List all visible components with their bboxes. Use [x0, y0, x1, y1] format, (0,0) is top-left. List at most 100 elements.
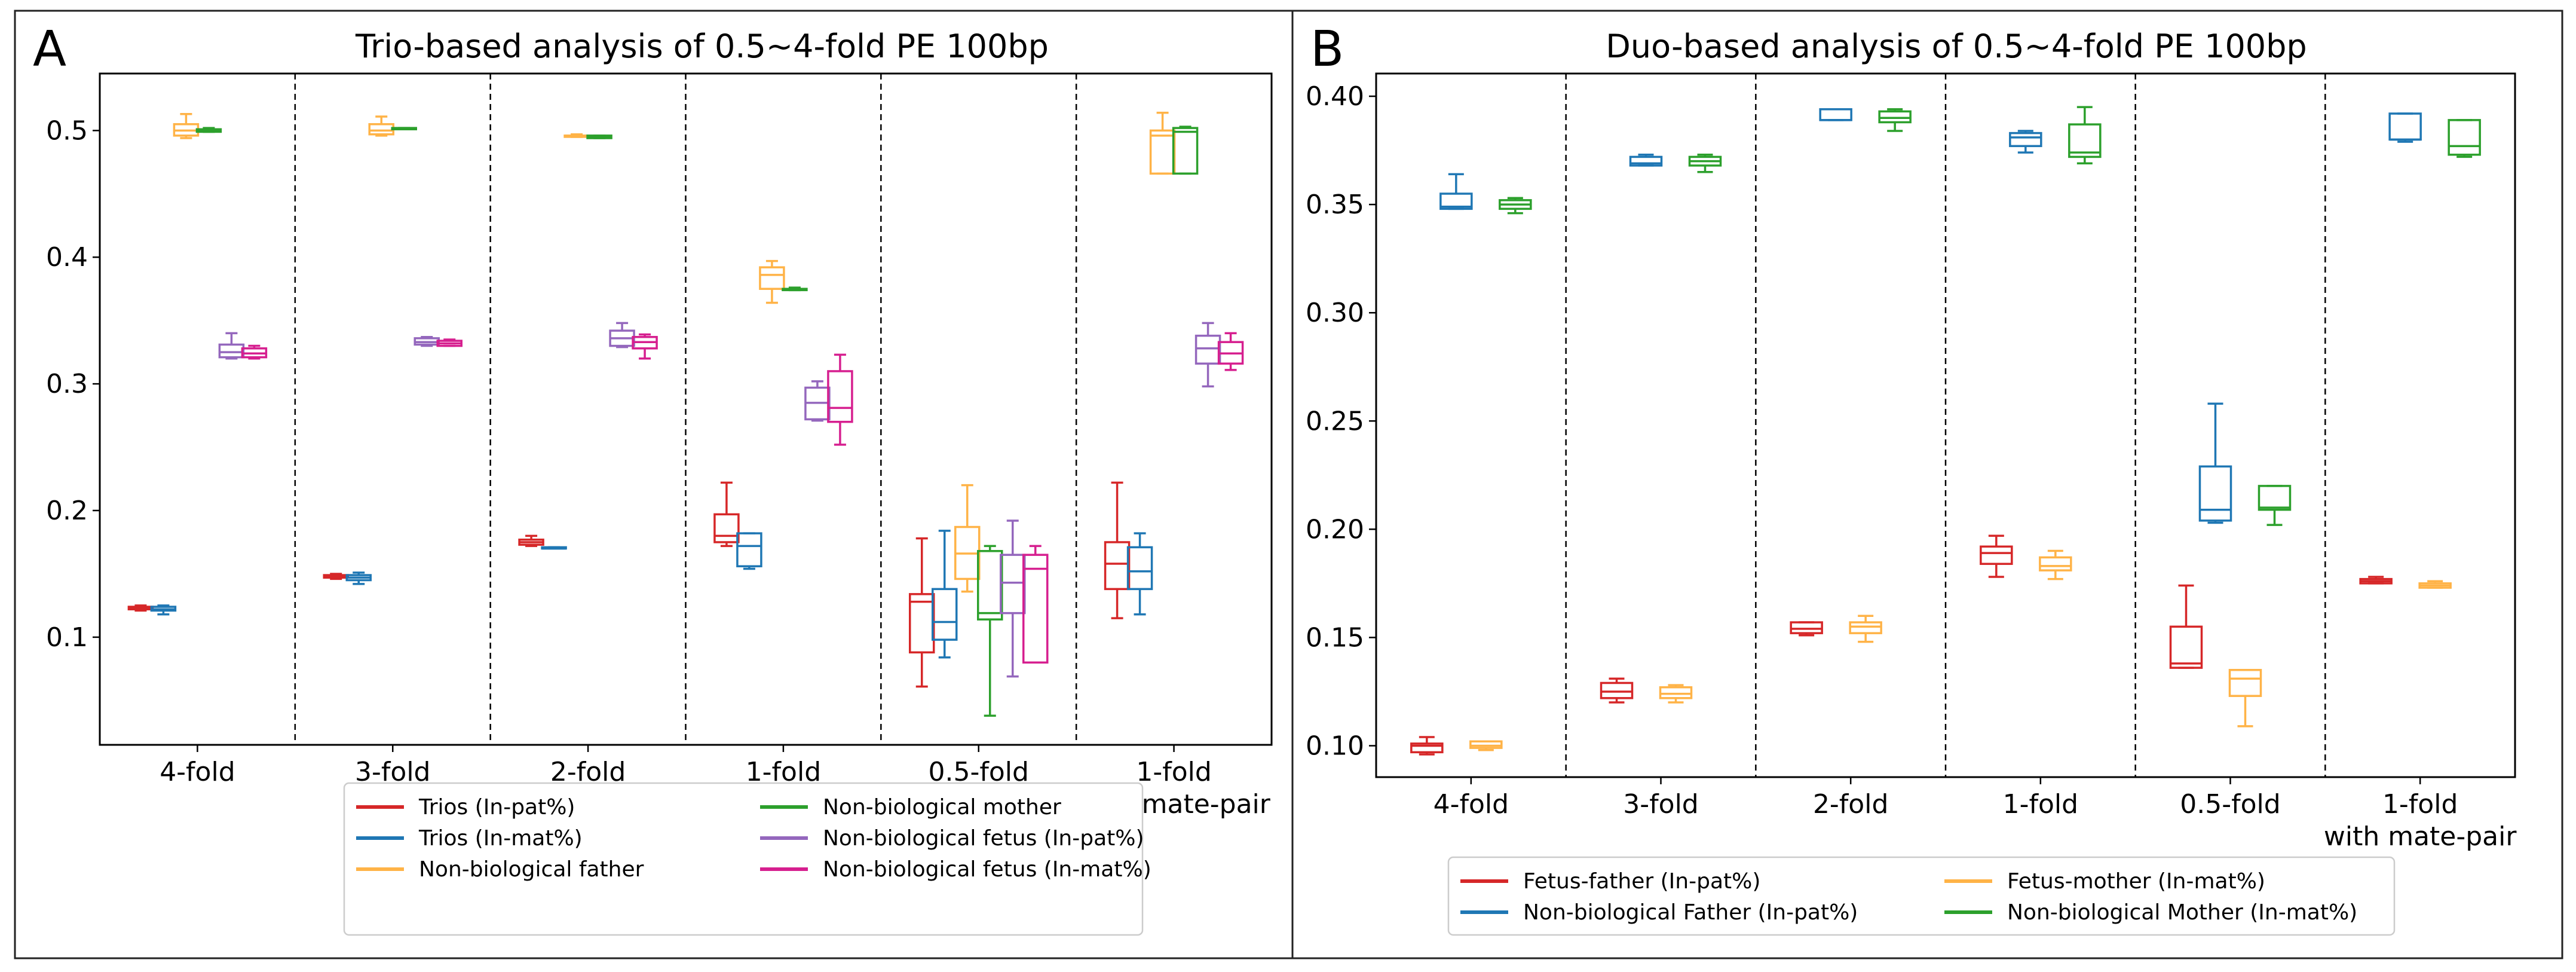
box-body	[1819, 108, 1852, 121]
box-5-3	[827, 353, 853, 446]
box-body	[1172, 127, 1199, 175]
box-4-4	[1000, 519, 1026, 678]
y-tick-label: 0.2	[46, 496, 88, 526]
box-body	[1022, 554, 1049, 664]
x-tick-label: 4-fold	[160, 757, 235, 787]
box-2-2	[1849, 615, 1882, 643]
box-3-1	[1688, 154, 1722, 173]
box-body	[2068, 123, 2102, 158]
box-5-2	[632, 333, 658, 360]
legend-label: Non-biological mother	[823, 795, 1061, 820]
box-body	[1194, 334, 1221, 365]
box-body	[827, 370, 853, 423]
box-4-5	[1194, 322, 1221, 388]
panel-letter: A	[33, 21, 66, 78]
plot-area: 0.10 0.15 0.20 0.25 0.30 0.35 0.40 4-fold 3-fold…	[1306, 72, 2517, 936]
box-2-3	[2039, 549, 2072, 580]
box-4-1	[413, 335, 440, 347]
box-0-3	[713, 481, 740, 548]
y-tick-label: 0.4	[46, 242, 88, 273]
box-body	[1600, 681, 1634, 699]
legend-label: Trios (In-mat%)	[418, 826, 583, 851]
x-tick-label: 4-fold	[1434, 789, 1509, 820]
panel-b: B Duo-based analysis of 0.5~4-fold PE 10…	[1306, 21, 2517, 936]
box-5-5	[1217, 332, 1244, 371]
box-3-2	[1878, 108, 1912, 132]
box-1-2	[541, 546, 567, 550]
box-5-1	[436, 338, 462, 347]
box-3-1	[391, 127, 417, 130]
box-body	[1469, 740, 1503, 749]
box-body	[1659, 686, 1693, 699]
box-body	[2198, 465, 2232, 522]
chart-title: Trio-based analysis of 0.5~4-fold PE 100…	[355, 27, 1049, 65]
box-3-4	[977, 545, 1003, 717]
legend-label: Fetus-father (In-pat%)	[1523, 869, 1760, 894]
box-body	[1878, 110, 1912, 124]
box-2-4	[954, 484, 981, 593]
box-body	[1104, 541, 1131, 591]
box-0-3	[1980, 534, 2013, 578]
y-tick-label: 0.30	[1306, 298, 1364, 328]
legend: Fetus-father (In-pat%) Non-biological Fat…	[1447, 856, 2396, 936]
y-tick-label: 0.20	[1306, 514, 1364, 545]
y-tick-label: 0.35	[1306, 189, 1364, 220]
box-0-5	[2359, 576, 2393, 585]
x-tick-label: 2-fold	[1813, 789, 1888, 820]
box-2-0	[173, 113, 200, 139]
box-0-1	[323, 573, 349, 580]
box-1-5	[1126, 532, 1153, 616]
box-1-3	[736, 532, 762, 570]
legend-label: Trios (In-pat%)	[418, 795, 575, 820]
box-body	[1849, 621, 1882, 634]
y-tick-label: 0.3	[46, 369, 88, 399]
y-tick-label: 0.15	[1306, 622, 1364, 653]
box-2-1	[1659, 684, 1693, 704]
box-3-0	[195, 127, 222, 133]
box-1-2	[1819, 108, 1852, 121]
box-body	[2258, 485, 2292, 511]
box-body	[368, 123, 394, 136]
box-0-4	[2169, 584, 2203, 669]
box-3-3	[2068, 106, 2102, 165]
box-4-3	[804, 380, 831, 422]
box-3-5	[2448, 119, 2481, 158]
chart-title: Duo-based analysis of 0.5~4-fold PE 100b…	[1606, 27, 2307, 65]
box-body	[1790, 621, 1823, 634]
box-0-1	[1600, 677, 1634, 704]
box-1-0	[1439, 173, 1473, 210]
box-0-4	[909, 537, 935, 688]
x-tick-label: 0.5-fold	[2180, 789, 2280, 820]
x-tick-label: 1-fold with mate-pair	[2324, 789, 2517, 852]
box-0-0	[1410, 736, 1444, 756]
box-3-3	[782, 286, 808, 292]
box-5-0	[241, 344, 268, 360]
panel-letter: B	[1310, 21, 1344, 78]
figure-border	[14, 10, 2563, 959]
legend-label: Fetus-mother (In-mat%)	[2007, 869, 2265, 894]
box-4-2	[609, 322, 635, 349]
y-tick-label: 0.25	[1306, 406, 1364, 436]
box-body	[218, 343, 245, 359]
box-2-2	[563, 133, 590, 138]
y-tick-label: 0.5	[46, 115, 88, 146]
x-tick-label: 2-fold	[550, 757, 626, 787]
box-1-4	[932, 530, 958, 659]
legend-frame	[1447, 856, 2396, 936]
legend-frame	[343, 782, 1144, 936]
legend-label: Non-biological fetus (In-pat%)	[823, 826, 1144, 851]
box-0-5	[1104, 481, 1131, 619]
box-body	[713, 513, 740, 543]
box-3-0	[1499, 197, 1532, 215]
legend-label: Non-biological Mother (In-mat%)	[2007, 900, 2357, 925]
y-tick-label: 0.10	[1306, 730, 1364, 761]
box-1-1	[345, 571, 372, 585]
box-1-5	[2388, 112, 2422, 143]
box-1-1	[1629, 154, 1663, 167]
box-3-5	[1172, 126, 1199, 175]
box-4-0	[218, 332, 245, 360]
box-2-5	[1149, 111, 1176, 175]
box-0-0	[127, 604, 154, 612]
box-2-5	[2418, 580, 2452, 589]
